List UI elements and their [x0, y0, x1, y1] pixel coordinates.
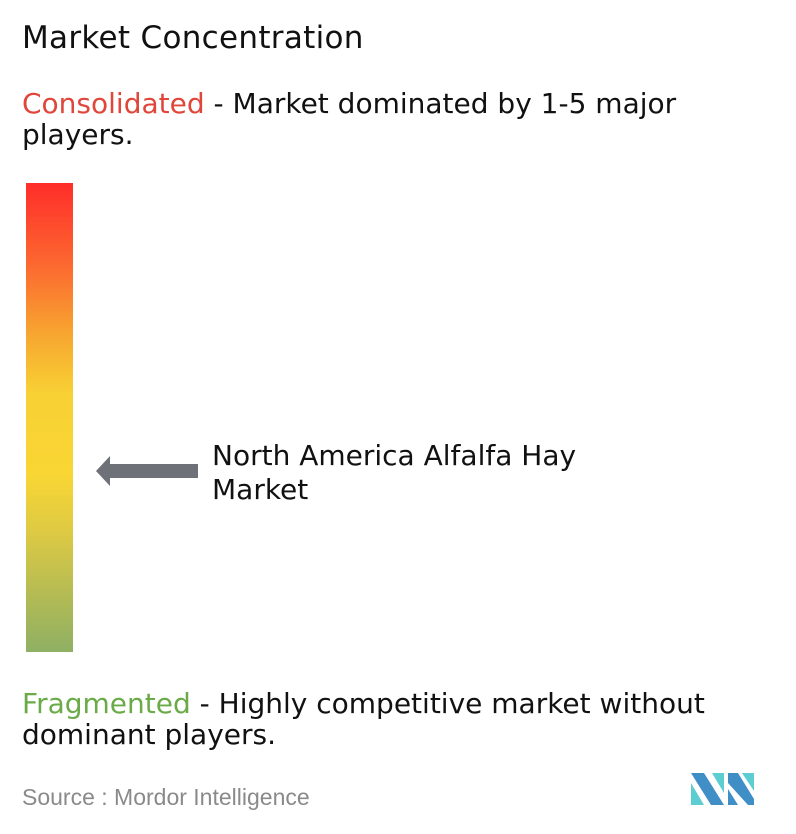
fragmented-text: - Highly competitive market without domi… [22, 687, 705, 751]
market-label: North America Alfalfa Hay Market [212, 439, 577, 506]
fragmented-label: Fragmented [22, 687, 191, 720]
page-title: Market Concentration [22, 20, 364, 56]
arrow-left-icon [96, 456, 198, 486]
consolidated-label: Consolidated [22, 87, 205, 120]
consolidated-description: Consolidated - Market dominated by 1-5 m… [22, 88, 792, 150]
consolidated-text: - Market dominated by 1-5 major players. [22, 87, 677, 151]
mordor-intelligence-logo [691, 773, 754, 805]
concentration-gradient-bar [26, 183, 73, 652]
source-text: Source : Mordor Intelligence [22, 784, 310, 810]
fragmented-description: Fragmented - Highly competitive market w… [22, 688, 792, 750]
